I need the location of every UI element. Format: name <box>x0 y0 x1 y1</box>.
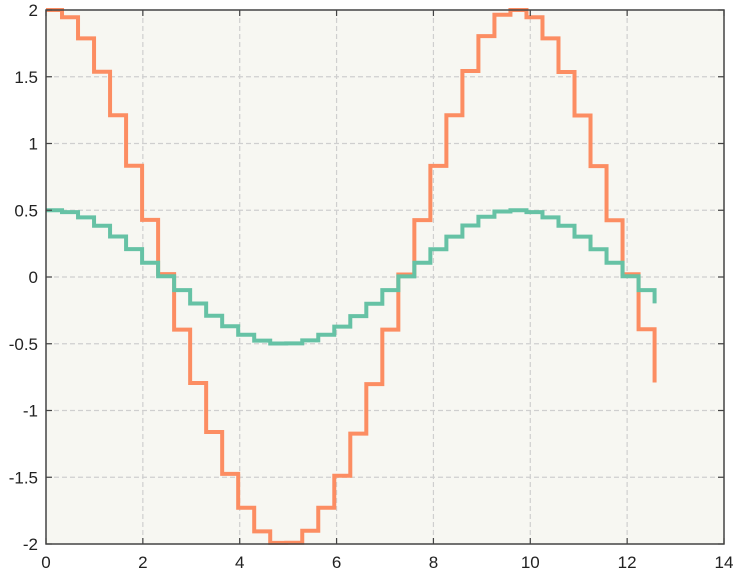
y-tick-label: -0.5 <box>9 335 38 354</box>
x-axis-labels: 0 2 4 6 8 10 12 14 <box>41 553 733 572</box>
y-tick-label: 1 <box>29 135 38 154</box>
x-tick-label: 0 <box>41 553 50 572</box>
x-tick-label: 6 <box>332 553 341 572</box>
series-line-2 <box>46 208 657 346</box>
x-tick-label: 8 <box>429 553 438 572</box>
y-tick-label: 2 <box>29 1 38 20</box>
x-tick-label: 10 <box>521 553 540 572</box>
y-tick-label: -1 <box>23 402 38 421</box>
y-tick-label: 1.5 <box>14 68 38 87</box>
y-tick-label: -1.5 <box>9 468 38 487</box>
y-tick-label: -2 <box>23 535 38 554</box>
tick-marks <box>45 9 725 545</box>
x-tick-label: 2 <box>138 553 147 572</box>
y-tick-label: 0.5 <box>14 201 38 220</box>
x-tick-label: 12 <box>618 553 637 572</box>
y-axis-labels: -2 -1.5 -1 -0.5 0 0.5 1 1.5 2 <box>9 1 38 554</box>
series-line-1 <box>46 8 657 545</box>
x-tick-label: 14 <box>715 553 734 572</box>
y-tick-label: 0 <box>29 268 38 287</box>
series-group <box>46 8 657 545</box>
x-tick-label: 4 <box>235 553 244 572</box>
grid <box>46 10 724 544</box>
